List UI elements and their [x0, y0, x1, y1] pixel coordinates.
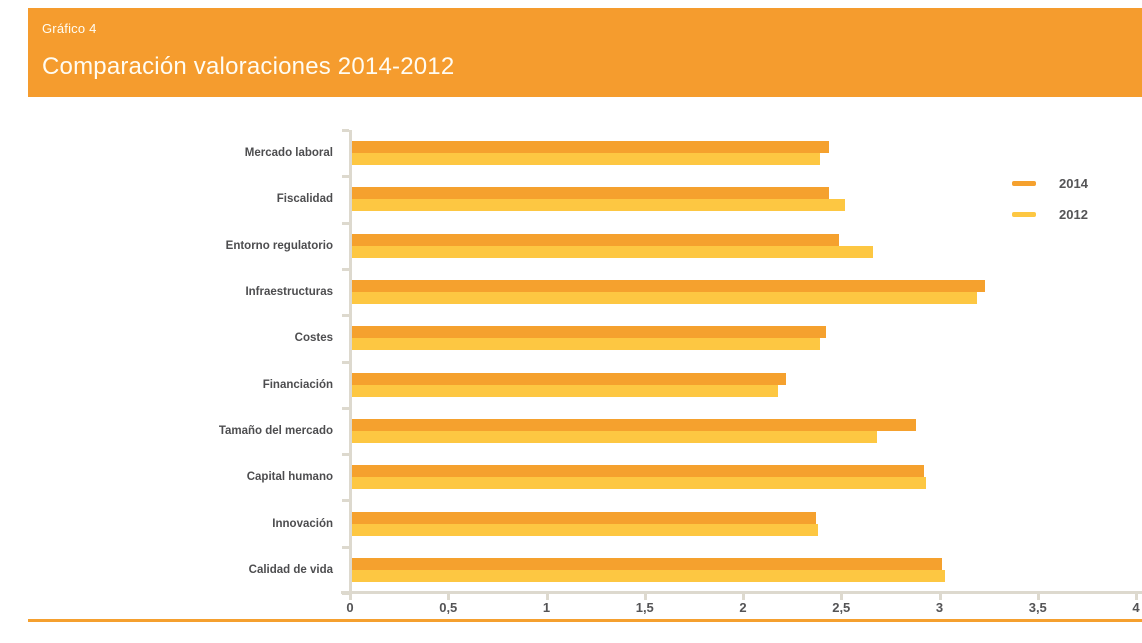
category-label: Mercado laboral — [244, 147, 333, 160]
plot-area: Mercado laboral Fiscalidad Entorno regulat… — [219, 129, 1138, 595]
chart-title: Comparación valoraciones 2014-2012 — [42, 53, 455, 80]
bar-2014 — [352, 557, 942, 570]
legend-item: 2012 — [1012, 206, 1088, 222]
category-row: Costes — [295, 315, 1138, 361]
x-axis-tick — [545, 594, 549, 600]
bar-2014 — [352, 280, 985, 293]
bar-2012 — [352, 477, 926, 490]
bar-2012 — [352, 523, 818, 536]
category-row: Calidad de vida — [249, 547, 1138, 593]
x-axis-tick — [938, 594, 942, 600]
x-axis-tick-label: 0 — [346, 600, 354, 615]
bar-2012 — [352, 384, 779, 397]
bar-group — [352, 233, 1138, 258]
bar-2012 — [352, 153, 820, 166]
bar-2014 — [352, 372, 787, 385]
bar-group — [352, 280, 1138, 305]
bar-group — [352, 511, 1138, 536]
bar-group — [352, 372, 1138, 397]
x-axis-tick — [447, 594, 451, 600]
y-axis-tick — [342, 406, 349, 410]
x-axis-tick — [643, 594, 647, 600]
bar-group — [352, 465, 1138, 490]
x-axis-tick-label: 0,5 — [439, 600, 458, 615]
y-axis-tick — [342, 129, 349, 132]
legend: 2014 2012 — [1012, 175, 1088, 237]
chart-kicker: Gráfico 4 — [42, 21, 97, 36]
x-axis-tick — [349, 594, 352, 600]
x-axis-tick-label: 1,5 — [635, 600, 654, 615]
category-label: Entorno regulatorio — [225, 239, 333, 252]
legend-swatch — [1012, 211, 1036, 217]
category-row: Capital humano — [247, 454, 1138, 500]
legend-item: 2014 — [1012, 175, 1088, 191]
bar-group — [352, 141, 1138, 166]
category-label: Financiación — [262, 378, 333, 391]
bar-2012 — [352, 292, 977, 305]
x-axis-tick-label: 4 — [1132, 600, 1140, 615]
y-axis-tick — [342, 453, 349, 457]
category-label: Calidad de vida — [248, 563, 333, 576]
bar-2012 — [352, 569, 946, 582]
bar-2014 — [352, 465, 924, 478]
bar-group — [352, 326, 1138, 351]
bar-2012 — [352, 430, 877, 443]
category-row: Innovación — [272, 500, 1138, 546]
category-label: Innovación — [272, 517, 333, 530]
bar-2012 — [352, 338, 820, 351]
x-axis-tick-label: 3,5 — [1028, 600, 1047, 615]
chart-header: Gráfico 4 Comparación valoraciones 2014-… — [28, 8, 1142, 97]
bar-2012 — [352, 199, 846, 212]
y-axis-tick — [342, 221, 349, 225]
x-axis-tick-label: 2 — [739, 600, 747, 615]
category-label: Infraestructuras — [245, 286, 333, 299]
x-axis-tick — [840, 594, 844, 600]
category-row: Mercado laboral — [245, 130, 1138, 176]
bar-group — [352, 187, 1138, 212]
category-label: Fiscalidad — [276, 193, 333, 206]
category-label: Capital humano — [246, 471, 333, 484]
bar-2014 — [352, 233, 840, 246]
y-axis-tick — [342, 267, 349, 271]
y-axis-tick — [342, 175, 349, 179]
category-row: Infraestructuras — [245, 269, 1138, 315]
x-axis-tick — [1135, 594, 1138, 600]
bar-group — [352, 418, 1138, 443]
bar-2014 — [352, 511, 816, 524]
x-axis-line — [341, 591, 1142, 594]
y-axis-tick — [342, 314, 349, 318]
y-axis-tick — [342, 545, 349, 549]
bar-2014 — [352, 141, 830, 154]
y-axis-tick — [342, 499, 349, 503]
category-row: Fiscalidad — [277, 176, 1138, 222]
bar-group — [352, 557, 1138, 582]
category-row: Entorno regulatorio — [226, 223, 1138, 269]
legend-label: 2012 — [1059, 206, 1088, 222]
bottom-rule — [28, 619, 1142, 622]
legend-label: 2014 — [1059, 175, 1088, 191]
bar-2014 — [352, 187, 830, 200]
x-axis-tick-label: 2,5 — [832, 600, 851, 615]
y-axis-tick — [342, 360, 349, 364]
category-row: Financiación — [263, 361, 1138, 407]
x-axis-tick — [1036, 594, 1040, 600]
legend-swatch — [1012, 180, 1036, 186]
category-label: Costes — [294, 332, 333, 345]
x-axis-tick-label: 1 — [542, 600, 551, 615]
x-axis-tick-label: 3 — [935, 600, 944, 615]
x-axis-tick — [742, 594, 745, 600]
bar-2014 — [352, 418, 916, 431]
category-row: Tamaño del mercado — [219, 408, 1138, 454]
bar-2012 — [352, 245, 873, 258]
category-label: Tamaño del mercado — [218, 424, 333, 437]
bar-2014 — [352, 326, 826, 339]
